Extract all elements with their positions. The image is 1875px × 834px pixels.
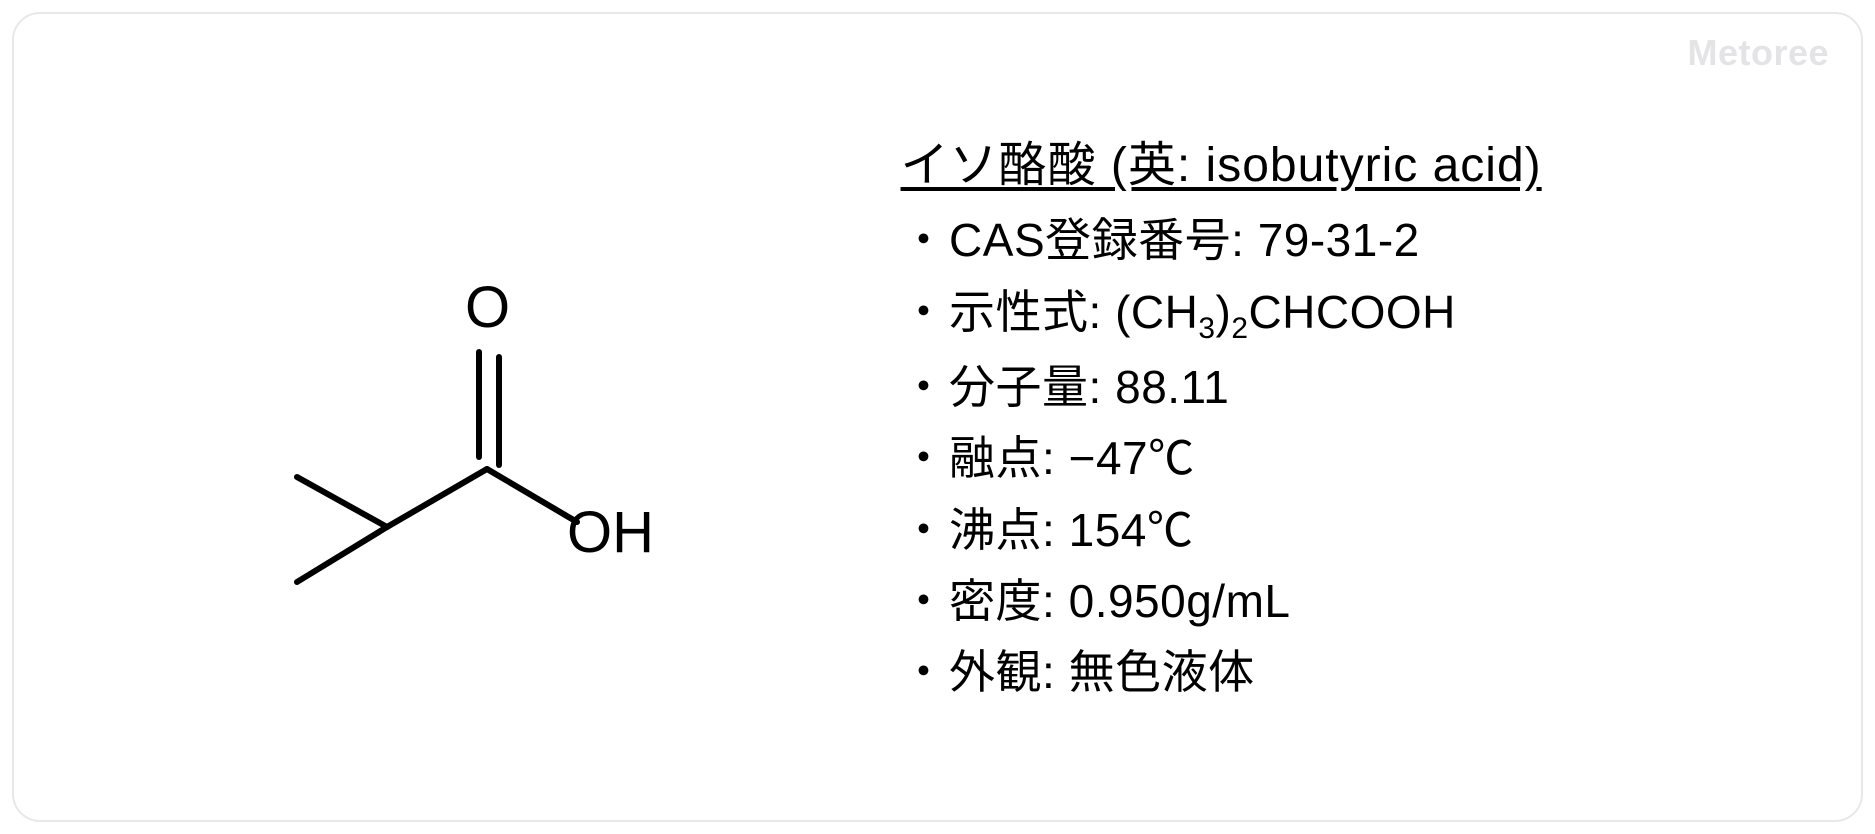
molecule-svg: O OH <box>227 207 687 627</box>
property-row: ・分子量: 88.11 <box>901 352 1821 423</box>
property-row: ・示性式: (CH3)2CHCOOH <box>901 277 1821 353</box>
watermark-logo: Metoree <box>1687 32 1829 74</box>
properties-panel: イソ酪酸 (英: isobutyric acid) ・CAS登録番号: 79-3… <box>901 125 1861 708</box>
property-row: ・沸点: 154℃ <box>901 495 1821 566</box>
structure-panel: O OH <box>14 14 901 820</box>
property-row: ・CAS登録番号: 79-31-2 <box>901 205 1821 276</box>
chemical-structure: O OH <box>227 207 687 627</box>
svg-text:OH: OH <box>567 500 654 565</box>
property-row: ・融点: −47℃ <box>901 423 1821 494</box>
info-card: Metoree O OH イソ酪酸 (英: isobutyric acid) ・C… <box>12 12 1863 822</box>
compound-title: イソ酪酸 (英: isobutyric acid) <box>901 125 1821 195</box>
property-list: ・CAS登録番号: 79-31-2・示性式: (CH3)2CHCOOH・分子量:… <box>901 205 1821 708</box>
svg-text:O: O <box>465 275 510 340</box>
property-row: ・外観: 無色液体 <box>901 637 1821 708</box>
property-row: ・密度: 0.950g/mL <box>901 566 1821 637</box>
